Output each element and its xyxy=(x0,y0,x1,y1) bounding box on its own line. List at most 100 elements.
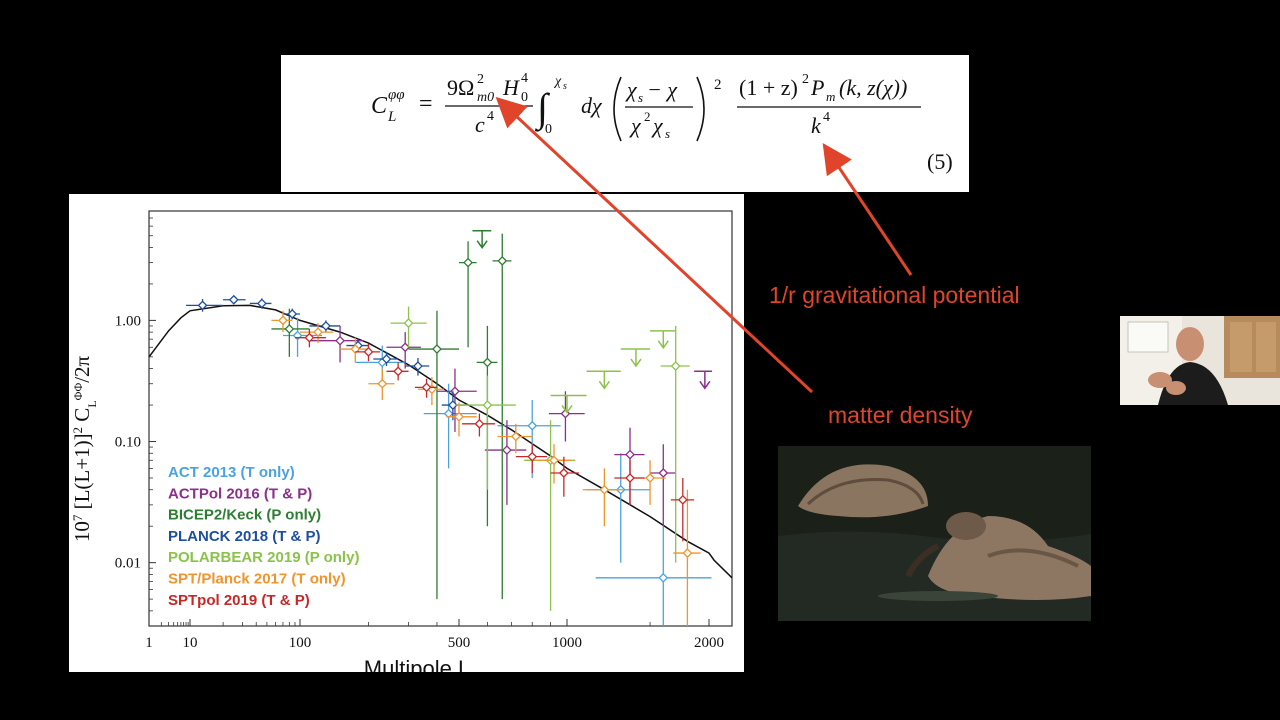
point-s4-p3 xyxy=(670,361,681,371)
point-s3-p2 xyxy=(256,298,267,309)
eq-paren-num: χ xyxy=(625,77,638,102)
legend-entry-3: PLANCK 2018 (T & P) xyxy=(168,528,321,545)
eq-frac2-num-sub: m xyxy=(826,89,835,104)
point-s5-p5 xyxy=(454,411,464,422)
upper-limit-arrow-0 xyxy=(476,240,488,250)
eq-frac2-num: (1 + z) xyxy=(739,75,798,100)
legend-entry-6: SPTpol 2019 (T & P) xyxy=(168,592,310,609)
point-s1-p3 xyxy=(501,445,512,455)
x-tick-label-2: 100 xyxy=(289,635,312,651)
equation-box: C φφ L = 9Ω 2 m0 H 4 0 c 4 ∫ χ s 0 dχ χ … xyxy=(281,55,969,192)
point-s3-p0 xyxy=(197,300,208,311)
point-s4-p0 xyxy=(403,318,414,329)
eq-omega-sub: m0 xyxy=(477,90,494,105)
eq-dchi: dχ xyxy=(581,93,603,118)
duck-photo xyxy=(778,446,1091,621)
eq-int-upper: χ xyxy=(553,74,562,89)
point-s3-p8 xyxy=(447,400,458,410)
point-s1-p5 xyxy=(625,449,635,460)
eq-lhs-sup: φφ xyxy=(388,87,405,103)
annotation-matter-density: matter density xyxy=(828,402,973,428)
annotation-gravitational-potential: 1/r gravitational potential xyxy=(769,282,1020,308)
point-s3-p1 xyxy=(228,294,239,305)
eq-frac2-num-rest: P xyxy=(810,75,824,100)
point-s6-p4 xyxy=(474,418,485,429)
point-s2-p3 xyxy=(497,255,508,266)
eq-paren-den-sup: 2 xyxy=(644,109,651,124)
point-s5-p3 xyxy=(377,378,388,389)
eq-int-lower: 0 xyxy=(545,122,552,137)
point-s5-p0 xyxy=(278,315,288,326)
point-s2-p4 xyxy=(482,357,493,368)
point-s1-p1 xyxy=(400,342,411,353)
point-s2-p2 xyxy=(463,257,473,268)
point-s6-p6 xyxy=(558,468,569,478)
eq-paren-num-rest: − χ xyxy=(647,77,678,102)
upper-limit-arrow-1 xyxy=(561,405,573,414)
ylabel-tail: /2π xyxy=(70,355,94,382)
eq-paren-sup: 2 xyxy=(714,77,722,93)
eq-coef-num: 9Ω xyxy=(447,75,474,100)
point-s0-p3 xyxy=(527,420,538,431)
point-s6-p3 xyxy=(421,382,432,393)
point-s6-p1 xyxy=(363,346,374,357)
presenter-webcam xyxy=(1120,316,1280,405)
x-tick-label-3: 500 xyxy=(448,635,471,651)
eq-equals: = xyxy=(419,91,433,117)
point-s4-p1 xyxy=(482,400,493,410)
eq-frac2-den-sup: 4 xyxy=(823,110,830,125)
legend-entry-1: ACTPol 2016 (T & P) xyxy=(168,485,312,502)
y-tick-label-2: 0.01 xyxy=(115,556,141,572)
x-tick-label-0: 1 xyxy=(145,635,153,651)
point-s5-p9 xyxy=(645,473,655,483)
equation-svg: C φφ L = 9Ω 2 m0 H 4 0 c 4 ∫ χ s 0 dχ χ … xyxy=(371,71,953,174)
eq-coef-den-sup: 4 xyxy=(487,109,494,124)
point-s6-p0 xyxy=(304,332,315,343)
legend-entry-0: ACT 2013 (T only) xyxy=(168,464,295,481)
point-s6-p8 xyxy=(677,494,688,505)
point-s1-p2 xyxy=(450,386,460,397)
lensing-power-spectrum-chart: 1 10 100 500 1000 2000 1.00 0.10 0.01 ACT 2013 (… xyxy=(70,210,733,672)
legend-entry-4: POLARBEAR 2019 (P only) xyxy=(168,549,359,566)
eq-paren-num-sub: s xyxy=(638,90,643,105)
point-s5-p10 xyxy=(682,548,693,558)
plot-ticks: 1 10 100 500 1000 2000 1.00 0.10 0.01 xyxy=(115,217,724,651)
point-s2-p0 xyxy=(284,324,295,334)
ylabel-exp: 7 xyxy=(70,514,85,521)
x-tick-label-4: 1000 xyxy=(552,635,582,651)
point-s6-p5 xyxy=(527,451,538,462)
eq-paren-den: χ xyxy=(629,113,642,138)
ylabel-body: [L(L+1)] xyxy=(70,433,94,514)
y-tick-label-0: 1.00 xyxy=(115,313,141,329)
legend-entry-2: BICEP2/Keck (P only) xyxy=(168,507,321,524)
point-s2-p1 xyxy=(432,344,442,354)
ylabel-c: C xyxy=(70,408,94,427)
point-s0-p5 xyxy=(658,572,669,583)
eq-hubble-sup: 4 xyxy=(521,71,528,86)
plot-frame xyxy=(148,210,733,627)
point-s3-p7 xyxy=(413,361,423,371)
eq-paren-den-rest: χ xyxy=(651,113,664,138)
y-axis-label: 107 [L(L+1)]2 CLΦΦ/2π xyxy=(70,355,100,542)
eq-coef-den: c xyxy=(475,112,485,137)
point-s6-p7 xyxy=(625,473,635,483)
point-s3-p6 xyxy=(381,354,392,364)
point-s5-p7 xyxy=(549,455,559,466)
plot-panel: 1 10 100 500 1000 2000 1.00 0.10 0.01 ACT 2013 (… xyxy=(69,194,744,672)
ylabel-sub: L xyxy=(85,400,99,407)
legend-entry-5: SPT/Planck 2017 (T only) xyxy=(168,571,346,588)
point-s5-p1 xyxy=(313,327,323,338)
eq-omega-sup: 2 xyxy=(477,72,484,87)
point-s3-p4 xyxy=(321,321,331,331)
ylabel-main: 10 xyxy=(70,521,94,542)
point-s1-p6 xyxy=(658,468,669,478)
webcam-image xyxy=(1120,316,1280,405)
eq-number: (5) xyxy=(927,149,953,174)
point-s3-p3 xyxy=(287,309,298,319)
point-s6-p2 xyxy=(393,366,404,377)
plot-legend: ACT 2013 (T only) ACTPol 2016 (T & P) BICE… xyxy=(168,464,359,609)
ylabel-sup: ΦΦ xyxy=(71,383,85,401)
point-s5-p8 xyxy=(599,484,610,495)
eq-paren-left xyxy=(613,76,622,142)
point-s5-p6 xyxy=(510,431,521,442)
